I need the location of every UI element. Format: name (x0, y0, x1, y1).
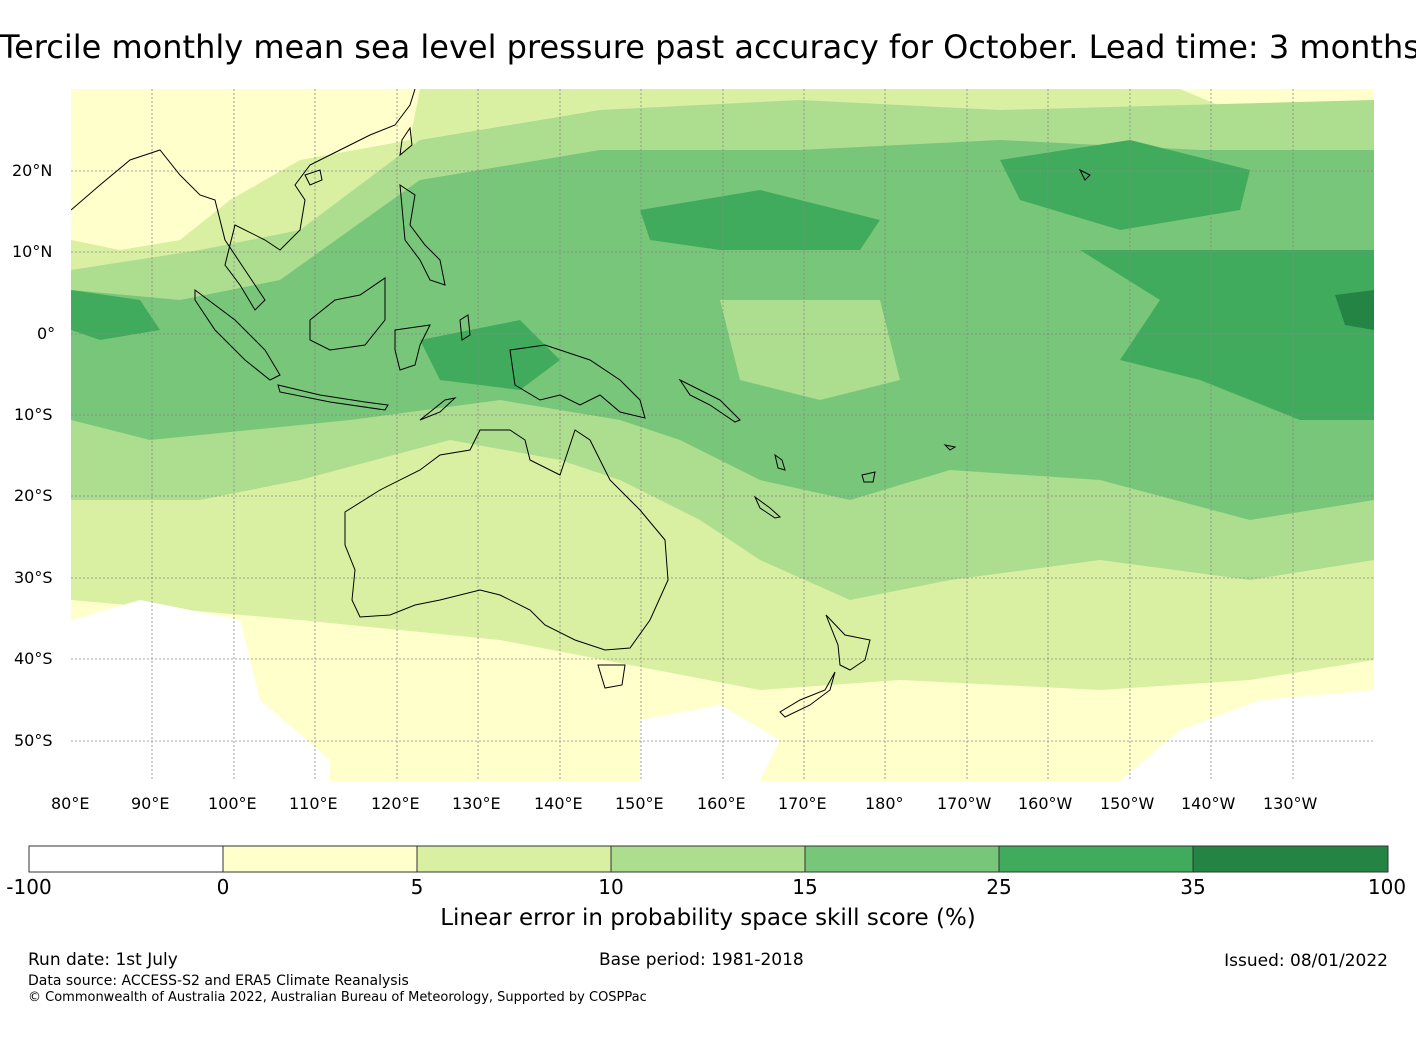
coast-timor (419, 397, 457, 421)
band-negative-se (1120, 690, 1374, 781)
lon-label: 90°E (131, 794, 170, 813)
lon-label: 170°W (937, 794, 992, 813)
colorbar-seg-35-100 (1192, 845, 1389, 873)
colorbar-tick: 25 (986, 875, 1012, 899)
coast-sumatra (194, 289, 281, 381)
band-negative-s (640, 705, 780, 781)
run-date: Run date: 1st July (28, 950, 178, 970)
band-15-25-centre-gap (720, 300, 900, 400)
coast-halmahera (459, 314, 471, 341)
coast-taiwan (399, 126, 413, 157)
colorbar-seg-15-25 (804, 845, 1000, 873)
base-period: Base period: 1981-2018 (599, 950, 804, 970)
coast-borneo (309, 277, 386, 351)
lat-label: 10°S (14, 405, 53, 424)
gridlines (71, 89, 1374, 781)
coast-solomons (678, 378, 741, 423)
lat-label: 40°S (14, 649, 53, 668)
lon-label: 160°E (697, 794, 746, 813)
lon-label: 140°W (1181, 794, 1236, 813)
band-35-100 (1335, 290, 1374, 330)
band-25-35-west (71, 290, 160, 340)
lat-label: 10°N (12, 242, 53, 261)
lon-label: 150°E (615, 794, 664, 813)
band-negative-sw (71, 600, 330, 781)
coast-philippines (399, 184, 446, 286)
coast-australia (344, 429, 669, 651)
coast-nz-north (825, 614, 871, 671)
coastlines (71, 89, 1091, 718)
colorbar-tick: 15 (792, 875, 818, 899)
lon-label: 140°E (534, 794, 583, 813)
coast-sulawesi (394, 324, 431, 371)
data-source: Data source: ACCESS-S2 and ERA5 Climate … (28, 973, 409, 989)
coast-hainan (304, 169, 323, 186)
colorbar-seg-10-15 (610, 845, 806, 873)
colorbar-tick: 0 (216, 875, 230, 899)
map-title: Tercile monthly mean sea level pressure … (0, 28, 1416, 66)
colorbar-seg-0-5 (222, 845, 418, 873)
coast-tasmania (597, 664, 626, 689)
lon-label: 180° (865, 794, 904, 813)
lon-label: 120°E (371, 794, 420, 813)
coast-new-caledonia (753, 495, 782, 519)
lon-label: 100°E (208, 794, 257, 813)
colorbar-label: Linear error in probability space skill … (440, 905, 976, 931)
copyright: © Commonwealth of Australia 2022, Austra… (28, 990, 647, 1005)
colorbar-seg-neg100-0 (28, 845, 224, 873)
band-25-35-maritime (420, 320, 560, 390)
coast-vanuatu (774, 453, 786, 471)
colorbar (28, 845, 1389, 873)
lon-label: 160°W (1018, 794, 1073, 813)
lon-label: 110°E (289, 794, 338, 813)
colorbar-tick: 10 (598, 875, 624, 899)
band-25-35-mid (640, 190, 880, 250)
coast-samoa (943, 444, 957, 451)
issued-date: Issued: 08/01/2022 (1224, 951, 1388, 971)
colorbar-tick: 100 (1367, 875, 1407, 899)
lat-label: 20°N (12, 161, 53, 180)
lon-label: 130°E (452, 794, 501, 813)
colorbar-tick: 35 (1180, 875, 1206, 899)
band-25-35-npac (1000, 140, 1250, 230)
band-0-5-north (71, 89, 420, 250)
coast-new-guinea (509, 344, 646, 419)
lat-label: 50°S (14, 731, 53, 750)
coast-nz-south (779, 671, 836, 718)
colorbar-tick: 5 (410, 875, 424, 899)
colorbar-seg-25-35 (998, 845, 1194, 873)
lat-label: 30°S (14, 568, 53, 587)
lon-label: 80°E (51, 794, 90, 813)
skill-field (71, 89, 1374, 781)
lon-label: 150°W (1100, 794, 1155, 813)
lon-label: 170°E (778, 794, 827, 813)
lat-label: 20°S (14, 486, 53, 505)
coast-fiji (861, 471, 876, 483)
colorbar-tick: -100 (6, 875, 52, 899)
lat-label: 0° (37, 324, 56, 343)
coast-hawaii (1078, 168, 1091, 181)
colorbar-seg-5-10 (416, 845, 612, 873)
coast-java (277, 384, 389, 411)
band-25-35-east (1080, 250, 1374, 420)
coast-asia-mainland (71, 89, 416, 311)
lon-label: 130°W (1263, 794, 1318, 813)
